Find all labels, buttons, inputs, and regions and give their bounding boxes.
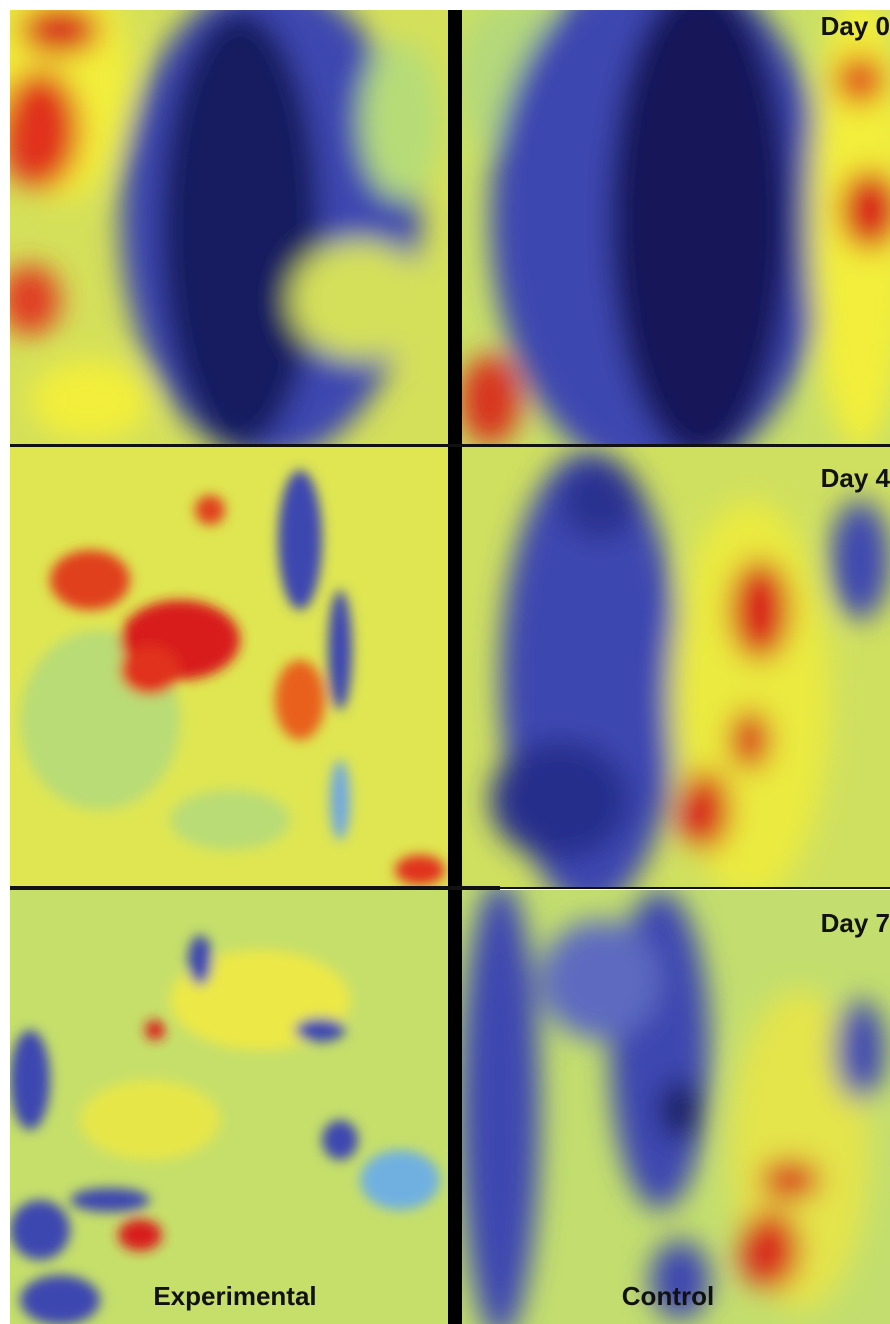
panel-exp-day4 bbox=[10, 447, 450, 888]
heatmap-figure: Day 0 Day 4 Day 7 Experimental Control bbox=[0, 0, 890, 1324]
horizontal-divider bbox=[462, 887, 890, 889]
horizontal-divider bbox=[10, 886, 500, 890]
panel-ctl-day7 bbox=[460, 880, 890, 1324]
panel-exp-day0 bbox=[0, 0, 450, 460]
page: Day 0 Day 4 Day 7 Experimental Control (… bbox=[0, 0, 890, 1324]
panel-ctl-day4 bbox=[462, 447, 890, 910]
group-label: Experimental bbox=[153, 1281, 316, 1311]
day-label: Day 0 bbox=[821, 11, 890, 41]
vertical-divider bbox=[448, 10, 462, 1324]
panel-ctl-day0 bbox=[460, 0, 890, 480]
panel-exp-day7 bbox=[10, 890, 450, 1324]
group-label: Control bbox=[622, 1281, 714, 1311]
day-label: Day 7 bbox=[821, 908, 890, 938]
day-label: Day 4 bbox=[821, 463, 890, 493]
horizontal-divider bbox=[10, 444, 890, 447]
